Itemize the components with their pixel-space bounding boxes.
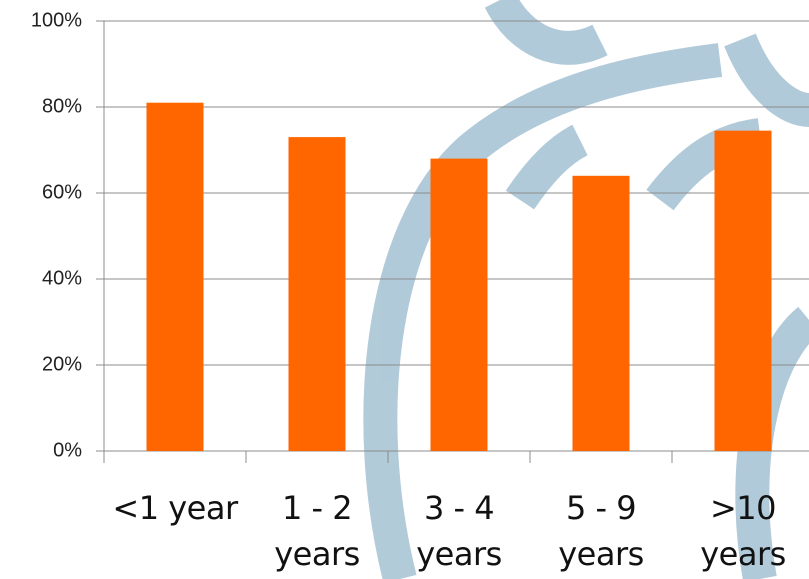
y-tick-label: 40%: [42, 267, 82, 289]
watermark-arc: [724, 33, 809, 127]
bar: [714, 130, 772, 451]
y-tick-label: 100%: [31, 9, 82, 31]
x-tick-label: >10 years: [700, 489, 786, 573]
y-tick-label: 0%: [53, 439, 82, 461]
y-tick-label: 60%: [42, 181, 82, 203]
y-tick-label: 80%: [42, 95, 82, 117]
watermark-arc: [505, 124, 589, 210]
bar: [430, 158, 488, 451]
x-tick-label: 5 - 9 years: [558, 489, 644, 573]
bar: [572, 175, 630, 452]
bar: [288, 137, 346, 451]
bar: [146, 102, 204, 451]
y-tick-label: 20%: [42, 353, 82, 375]
watermark-arc: [484, 0, 608, 65]
x-tick-label: 1 - 2 years: [274, 489, 360, 573]
x-tick-label: <1 year: [112, 489, 238, 527]
x-tick-label: 3 - 4 years: [416, 489, 502, 573]
